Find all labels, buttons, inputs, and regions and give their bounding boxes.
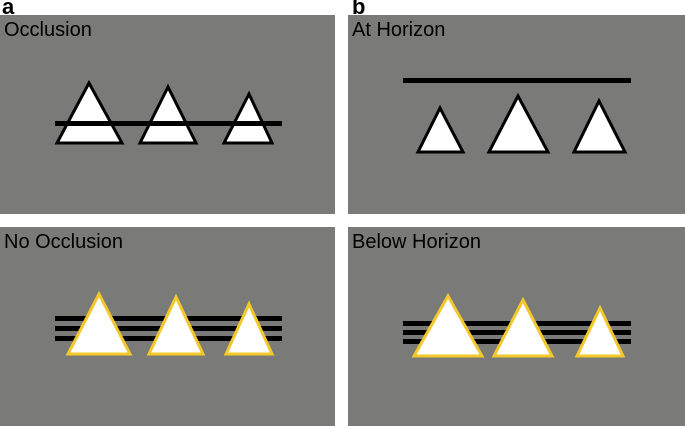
panel-label-b: b bbox=[352, 0, 366, 19]
triangle-large bbox=[486, 92, 551, 154]
triangle-small bbox=[223, 300, 275, 356]
no-occlusion-diagram bbox=[55, 290, 282, 356]
panel-title-at-horizon: At Horizon bbox=[352, 19, 446, 41]
triangle-large bbox=[411, 292, 485, 358]
panel-label-a: a bbox=[2, 0, 15, 19]
occlusion-diagram bbox=[54, 79, 282, 145]
triangle-small bbox=[574, 304, 626, 358]
triangle-medium bbox=[137, 83, 199, 145]
triangle-medium bbox=[146, 293, 206, 356]
triangle-medium bbox=[571, 97, 628, 154]
panel-below-horizon: Below Horizon bbox=[348, 227, 685, 426]
triangle-small bbox=[415, 104, 466, 154]
below-horizon-diagram bbox=[403, 292, 631, 358]
panel-at-horizon: At Horizon bbox=[348, 15, 685, 214]
panel-title-below-horizon: Below Horizon bbox=[352, 231, 481, 253]
panel-title-no-occlusion: No Occlusion bbox=[4, 231, 123, 253]
panel-title-occlusion: Occlusion bbox=[4, 19, 92, 41]
panel-occlusion: Occlusion bbox=[0, 15, 335, 214]
at-horizon-diagram bbox=[403, 78, 631, 154]
horizon-line bbox=[403, 78, 631, 83]
triangle-small bbox=[221, 90, 275, 145]
panel-no-occlusion: No Occlusion bbox=[0, 227, 335, 426]
occluding-bar bbox=[55, 121, 282, 126]
triangle-large bbox=[65, 290, 133, 356]
triangle-large bbox=[54, 79, 125, 145]
triangle-medium bbox=[491, 296, 555, 358]
